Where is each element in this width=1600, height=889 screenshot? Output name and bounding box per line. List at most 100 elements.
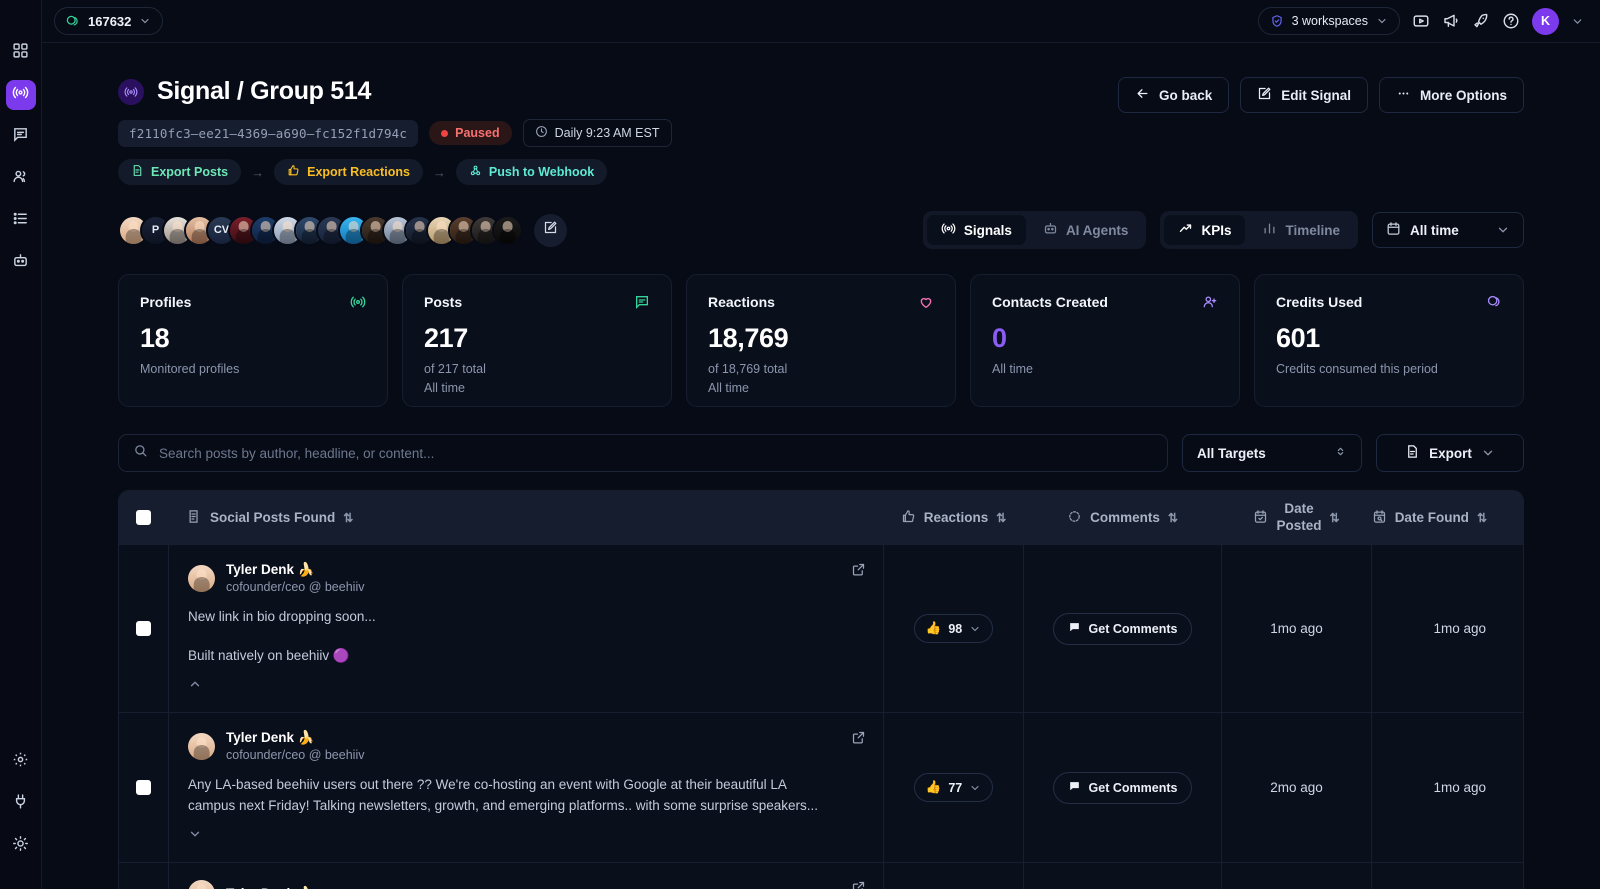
flow-step-push-to-webhook[interactable]: Push to Webhook <box>455 159 608 185</box>
rocket-icon[interactable] <box>1472 12 1490 30</box>
sort-icon[interactable]: ⇅ <box>1476 510 1487 525</box>
export-label: Export <box>1429 445 1472 461</box>
collapse-post-button[interactable] <box>188 677 202 694</box>
sort-icon[interactable]: ⇅ <box>1167 510 1178 525</box>
edit-signal-button[interactable]: Edit Signal <box>1240 77 1368 113</box>
kpi-subtitle: of 18,769 total <box>708 362 788 376</box>
coins-icon <box>1486 294 1502 315</box>
page-content: Signal / Group 514 f2110fc3–ee21–4369–a6… <box>42 43 1600 889</box>
profile-avatar-stack[interactable]: P CV <box>118 213 567 247</box>
sidebar-item-settings[interactable] <box>6 747 36 777</box>
file-text-icon <box>131 164 144 180</box>
post-author-name: Tyler Denk 🍌 <box>226 730 315 746</box>
help-circle-icon[interactable] <box>1502 12 1520 30</box>
schedule-label: Daily 9:23 AM EST <box>554 126 660 140</box>
post-author: Tyler Denk 🍌 cofounder/ceo @ beehiiv <box>188 562 837 594</box>
flow-arrow-icon: → <box>432 164 446 180</box>
external-link-icon[interactable] <box>851 730 866 750</box>
file-text-icon <box>187 509 202 527</box>
sidebar-item-lists[interactable] <box>6 206 36 236</box>
targets-filter[interactable]: All Targets <box>1182 434 1362 472</box>
mode-toggle-group: KPIs Timeline <box>1160 211 1358 249</box>
post-text: Any LA-based beehiiv users out there ?? … <box>188 775 837 816</box>
column-header-date-posted[interactable]: Date Posted ⇅ <box>1221 501 1371 535</box>
date-range-selector[interactable]: All time <box>1372 212 1524 248</box>
kpi-title: Credits Used <box>1276 294 1363 310</box>
date-posted-value: 1mo ago <box>1270 621 1323 637</box>
workspace-selector[interactable]: 3 workspaces <box>1257 7 1400 35</box>
flow-step-export-reactions[interactable]: Export Reactions <box>274 159 423 185</box>
avatar[interactable] <box>492 214 523 246</box>
external-link-icon[interactable] <box>851 880 866 889</box>
get-comments-button[interactable]: Get Comments <box>1052 771 1193 804</box>
robot-icon <box>12 252 29 274</box>
search-box[interactable] <box>118 434 1168 472</box>
sun-icon <box>12 835 29 857</box>
targets-label: All Targets <box>1197 445 1266 461</box>
post-cell: Tyler Denk 🍌 <box>168 863 883 889</box>
column-header-posts[interactable]: Social Posts Found ⇅ <box>168 509 883 527</box>
flow-step-export-posts[interactable]: Export Posts <box>118 159 242 185</box>
external-link-icon[interactable] <box>851 562 866 582</box>
kpi-subtitle-2: All time <box>424 380 465 395</box>
chevron-down-icon <box>139 15 151 27</box>
date-posted-cell: 1mo ago <box>1221 545 1371 713</box>
sidebar-item-signals[interactable] <box>5 80 36 110</box>
sort-icon[interactable]: ⇅ <box>996 510 1006 525</box>
credits-selector[interactable]: 167632 <box>54 7 164 35</box>
export-button[interactable]: Export <box>1376 434 1524 472</box>
megaphone-icon[interactable] <box>1442 12 1460 30</box>
select-all-checkbox[interactable] <box>136 510 151 525</box>
row-checkbox[interactable] <box>136 780 151 796</box>
header-actions: Go back Edit Signal More Options <box>1117 77 1524 113</box>
date-posted-cell: 2mo ago <box>1221 713 1371 863</box>
signal-uuid[interactable]: f2110fc3–ee21–4369–a690–fc152f1d794c <box>118 119 419 147</box>
date-found-cell: 1mo ago <box>1371 545 1523 713</box>
kpi-card-profiles: Profiles 18 Monitored profiles <box>118 274 388 407</box>
post-author-name: Tyler Denk 🍌 <box>226 886 315 889</box>
table-row: Tyler Denk 🍌 cofounder/ceo @ beehiiv New… <box>119 544 1523 713</box>
column-header-reactions[interactable]: Reactions ⇅ <box>883 509 1023 527</box>
sidebar-item-dashboard[interactable] <box>6 38 36 68</box>
chevron-down-icon[interactable] <box>1571 15 1584 28</box>
column-header-comments[interactable]: Comments ⇅ <box>1023 509 1221 527</box>
sort-icon[interactable]: ⇅ <box>1329 510 1339 525</box>
comments-cell: Get Comments <box>1023 545 1221 713</box>
column-header-date-found[interactable]: Date Found ⇅ <box>1371 509 1523 527</box>
avatar <box>188 564 215 592</box>
sidebar-item-ai-agents[interactable] <box>6 248 36 278</box>
credits-value: 167632 <box>88 13 132 29</box>
left-sidebar <box>0 0 42 889</box>
reactions-cell: 👍 98 <box>883 545 1023 713</box>
chevron-down-icon <box>1376 15 1388 27</box>
workflow-steps: Export Posts → Export Reactions → <box>118 159 672 185</box>
chevron-updown-icon <box>1334 444 1347 462</box>
search-input[interactable] <box>159 445 1153 461</box>
coins-icon <box>65 14 80 29</box>
calendar-check-icon <box>1253 509 1268 527</box>
comment-icon <box>1068 621 1081 637</box>
user-avatar[interactable]: K <box>1532 7 1559 35</box>
sidebar-item-theme[interactable] <box>6 831 36 861</box>
tab-kpis[interactable]: KPIs <box>1164 215 1246 245</box>
tab-signals[interactable]: Signals <box>926 215 1026 245</box>
chevron-down-icon <box>969 782 981 794</box>
schedule-pill[interactable]: Daily 9:23 AM EST <box>522 119 672 147</box>
sidebar-item-contacts[interactable] <box>6 164 36 194</box>
video-icon[interactable] <box>1412 12 1430 30</box>
workspace-label: 3 workspaces <box>1291 14 1368 28</box>
edit-profiles-button[interactable] <box>534 213 567 247</box>
tab-timeline[interactable]: Timeline <box>1248 215 1354 245</box>
go-back-label: Go back <box>1158 87 1213 103</box>
sidebar-item-messages[interactable] <box>6 122 36 152</box>
get-comments-button[interactable]: Get Comments <box>1052 612 1193 645</box>
reactions-badge[interactable]: 👍 98 <box>913 614 994 644</box>
sort-icon[interactable]: ⇅ <box>343 510 353 525</box>
row-checkbox[interactable] <box>136 621 151 637</box>
reactions-badge[interactable]: 👍 77 <box>913 773 994 803</box>
tab-ai-agents[interactable]: AI Agents <box>1029 215 1143 245</box>
expand-post-button[interactable] <box>188 827 202 844</box>
sidebar-item-integrations[interactable] <box>6 789 36 819</box>
go-back-button[interactable]: Go back <box>1117 77 1230 113</box>
more-options-button[interactable]: More Options <box>1379 77 1524 113</box>
